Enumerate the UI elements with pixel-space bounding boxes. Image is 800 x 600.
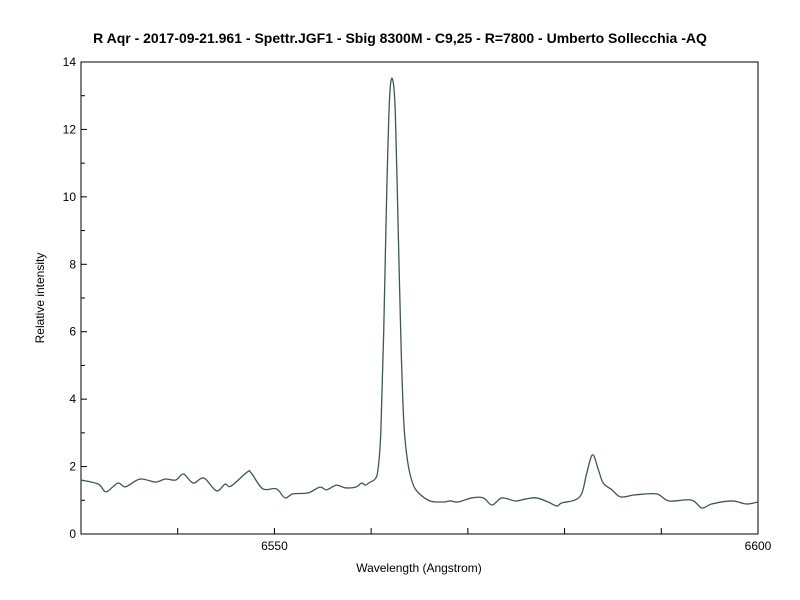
y-tick-label: 6 xyxy=(69,325,76,339)
x-tick-label: 6600 xyxy=(745,539,772,553)
y-tick-label: 2 xyxy=(69,460,76,474)
y-tick-label: 4 xyxy=(69,392,76,406)
y-tick-label: 10 xyxy=(63,190,77,204)
y-axis-label: Relative intensity xyxy=(33,253,47,344)
x-axis: 6550 6600 xyxy=(177,528,772,553)
x-axis-label: Wavelength (Angstrom) xyxy=(356,561,482,575)
y-tick-label: 8 xyxy=(69,257,76,271)
y-tick-label: 12 xyxy=(63,122,77,136)
plot-frame xyxy=(80,61,759,535)
spectrum-line xyxy=(80,77,759,509)
y-tick-label: 14 xyxy=(63,55,77,69)
x-tick-label: 6550 xyxy=(261,539,288,553)
y-tick-label: 0 xyxy=(69,527,76,541)
chart-title: R Aqr - 2017-09-21.961 - Spettr.JGF1 - S… xyxy=(93,30,707,46)
y-axis: 0 2 4 6 8 10 12 14 xyxy=(63,55,87,541)
